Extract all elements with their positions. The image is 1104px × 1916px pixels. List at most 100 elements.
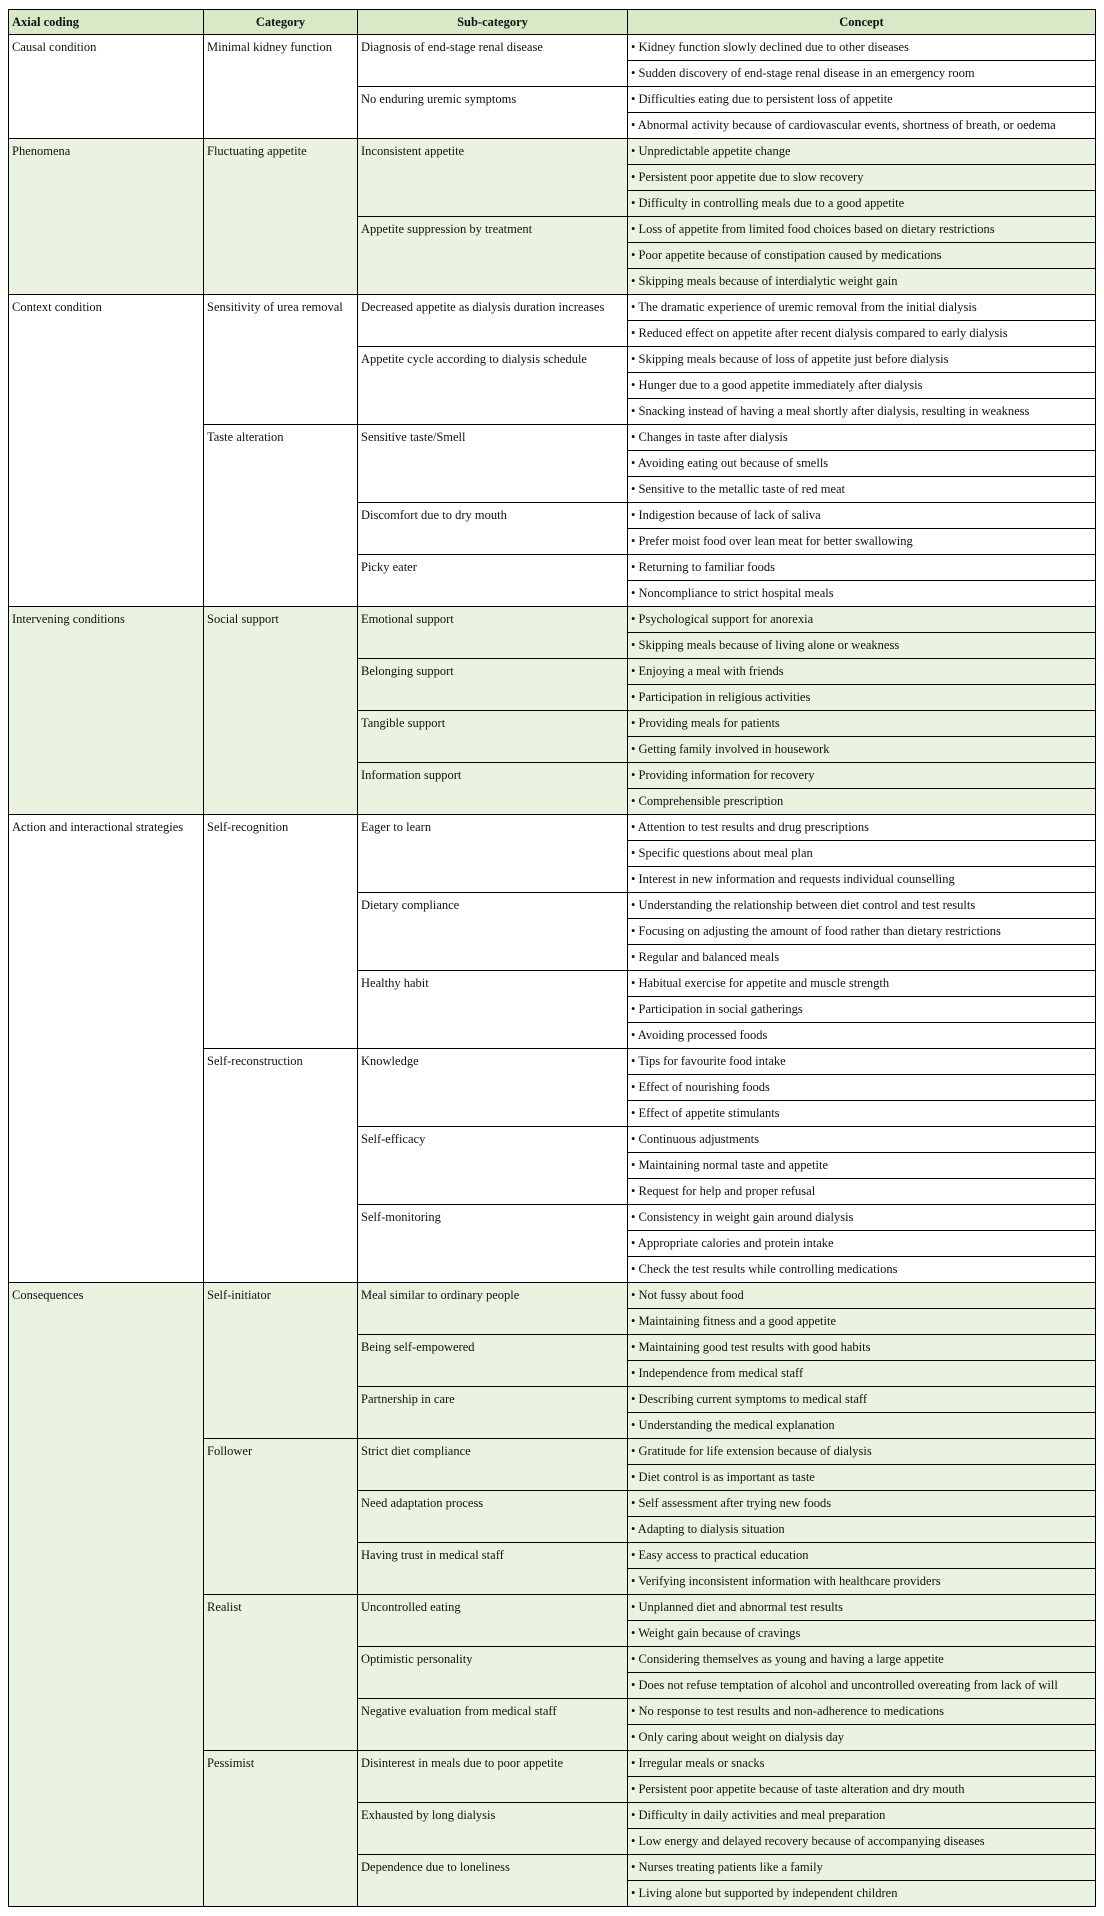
subcategory-cell: No enduring uremic symptoms [357, 86, 628, 139]
concept-cell: • Noncompliance to strict hospital meals [627, 580, 1096, 607]
subcategory-cell: Optimistic personality [357, 1646, 628, 1699]
table-row: Appetite cycle according to dialysis sch… [9, 346, 1096, 425]
table-row: • Comprehensible prescription [9, 788, 1096, 815]
concept-cell: • Avoiding eating out because of smells [627, 450, 1096, 477]
table-row: Need adaptation process • Self assessment… [9, 1490, 1096, 1543]
subcategory-cell: Appetite cycle according to dialysis sch… [357, 346, 628, 425]
category-cell: Self-reconstruction [203, 1048, 358, 1283]
concept-cell: • Appropriate calories and protein intak… [627, 1230, 1096, 1257]
concept-cell: • Poor appetite because of constipation … [627, 242, 1096, 269]
concept-cell: • Psychological support for anorexia [627, 606, 1096, 633]
concept-cell: • Skipping meals because of living alone… [627, 632, 1096, 659]
table-row: • Poor appetite because of constipation … [9, 242, 1096, 269]
subcategory-cell: Information support [357, 762, 628, 815]
concept-cell: • Enjoying a meal with friends [627, 658, 1096, 685]
concept-cell: • Persistent poor appetite due to slow r… [627, 164, 1096, 191]
concept-cell: • Self assessment after trying new foods [627, 1490, 1096, 1517]
concept-cell: • Effect of appetite stimulants [627, 1100, 1096, 1127]
subcategory-cell: Dietary compliance [357, 892, 628, 971]
concept-cell: • Effect of nourishing foods [627, 1074, 1096, 1101]
category-cell: Realist [203, 1594, 358, 1751]
concept-cell: • Returning to familiar foods [627, 554, 1096, 581]
subcategory-cell: Negative evaluation from medical staff [357, 1698, 628, 1751]
concept-cell: • Skipping meals because of loss of appe… [627, 346, 1096, 373]
subcategory-cell: Self-efficacy [357, 1126, 628, 1205]
concept-cell: • Describing current symptoms to medical… [627, 1386, 1096, 1413]
table-row: • Skipping meals because of interdialyti… [9, 268, 1096, 295]
table-row: • Persistent poor appetite because of ta… [9, 1776, 1096, 1803]
concept-cell: • Avoiding processed foods [627, 1022, 1096, 1049]
header-axial-coding: Axial coding [8, 9, 204, 35]
concept-cell: • Consistency in weight gain around dial… [627, 1204, 1096, 1231]
category-cell: Self-recognition [203, 814, 358, 1049]
concept-cell: • Interest in new information and reques… [627, 866, 1096, 893]
table-row: Tangible support • Providing meals for pa… [9, 710, 1096, 763]
table-row: Self-reconstruction Knowledge • Tips for f… [9, 1048, 1096, 1283]
subcategory-cell: Tangible support [357, 710, 628, 763]
subcategory-cell: Appetite suppression by treatment [357, 216, 628, 295]
table-row: Context condition Sensitivity of urea rem… [8, 294, 1096, 607]
concept-cell: • Abnormal activity because of cardiovas… [627, 112, 1096, 139]
table-body: Causal condition Minimal kidney function D… [8, 34, 1096, 1907]
table-row: Information support • Providing informati… [9, 762, 1096, 815]
category-cell: Taste alteration [203, 424, 358, 607]
table-row: • Getting family involved in housework [9, 736, 1096, 763]
concept-cell: • Diet control is as important as taste [627, 1464, 1096, 1491]
category-cell: Minimal kidney function [203, 34, 358, 139]
subcategory-cell: Disinterest in meals due to poor appetit… [357, 1750, 628, 1803]
concept-cell: • Difficulty in daily activities and mea… [627, 1802, 1096, 1829]
concept-cell: • Adapting to dialysis situation [627, 1516, 1096, 1543]
header-subcategory: Sub-category [357, 9, 628, 35]
table-row: Phenomena Fluctuating appetite Inconsisten… [8, 138, 1096, 295]
concept-cell: • Habitual exercise for appetite and mus… [627, 970, 1096, 997]
table-row: Causal condition Minimal kidney function D… [8, 34, 1096, 139]
header-concept: Concept [627, 9, 1096, 35]
concept-cell: • Maintaining fitness and a good appetit… [627, 1308, 1096, 1335]
table-row: • Verifying inconsistent information wit… [9, 1568, 1096, 1595]
table-row: Dependence due to loneliness • Nurses tre… [9, 1854, 1096, 1907]
table-row: • Persistent poor appetite due to slow r… [9, 164, 1096, 191]
concept-cell: • Participation in social gatherings [627, 996, 1096, 1023]
subcategory-cell: Sensitive taste/Smell [357, 424, 628, 503]
table-row: • Does not refuse temptation of alcohol … [9, 1672, 1096, 1699]
subcategory-cell: Discomfort due to dry mouth [357, 502, 628, 555]
concept-cell: • Gratitude for life extension because o… [627, 1438, 1096, 1465]
table-row: Negative evaluation from medical staff • … [9, 1698, 1096, 1751]
concept-cell: • Request for help and proper refusal [627, 1178, 1096, 1205]
concept-cell: • Does not refuse temptation of alcohol … [627, 1672, 1096, 1699]
concept-cell: • Living alone but supported by independ… [627, 1880, 1096, 1907]
concept-cell: • Indigestion because of lack of saliva [627, 502, 1096, 529]
concept-cell: • Weight gain because of cravings [627, 1620, 1096, 1647]
table-row: Taste alteration Sensitive taste/Smell • C… [9, 424, 1096, 607]
subcategory-cell: Meal similar to ordinary people [357, 1282, 628, 1335]
concept-cell: • Skipping meals because of interdialyti… [627, 268, 1096, 295]
table-row: • Prefer moist food over lean meat for b… [9, 528, 1096, 555]
subcategory-cell: Knowledge [357, 1048, 628, 1127]
table-row: • Living alone but supported by independ… [9, 1880, 1096, 1907]
concept-cell: • Sudden discovery of end-stage renal di… [627, 60, 1096, 87]
header-row: Axial coding Category Sub-category Conce… [8, 9, 1096, 35]
category-cell: Follower [203, 1438, 358, 1595]
concept-cell: • Low energy and delayed recovery becaus… [627, 1828, 1096, 1855]
table-row: • Request for help and proper refusal [9, 1178, 1096, 1205]
concept-cell: • Participation in religious activities [627, 684, 1096, 711]
table-row: Action and interactional strategies Self-… [8, 814, 1096, 1283]
subcategory-cell: Uncontrolled eating [357, 1594, 628, 1647]
concept-cell: • Independence from medical staff [627, 1360, 1096, 1387]
table-row: Pessimist Disinterest in meals due to poo… [9, 1750, 1096, 1907]
concept-cell: • Unplanned diet and abnormal test resul… [627, 1594, 1096, 1621]
concept-cell: • Specific questions about meal plan [627, 840, 1096, 867]
concept-cell: • Sensitive to the metallic taste of red… [627, 476, 1096, 503]
header-category: Category [203, 9, 358, 35]
table-row: • Abnormal activity because of cardiovas… [9, 112, 1096, 139]
concept-cell: • Hunger due to a good appetite immediat… [627, 372, 1096, 399]
concept-cell: • Regular and balanced meals [627, 944, 1096, 971]
axial-coding-cell: Causal condition [8, 34, 204, 139]
table-row: • Check the test results while controlli… [9, 1256, 1096, 1283]
concept-cell: • Reduced effect on appetite after recen… [627, 320, 1096, 347]
concept-cell: • Attention to test results and drug pre… [627, 814, 1096, 841]
table-row: • Effect of appetite stimulants [9, 1100, 1096, 1127]
table-row: • Weight gain because of cravings [9, 1620, 1096, 1647]
subcategory-cell: Diagnosis of end-stage renal disease [357, 34, 628, 87]
table-row: • Hunger due to a good appetite immediat… [9, 372, 1096, 399]
